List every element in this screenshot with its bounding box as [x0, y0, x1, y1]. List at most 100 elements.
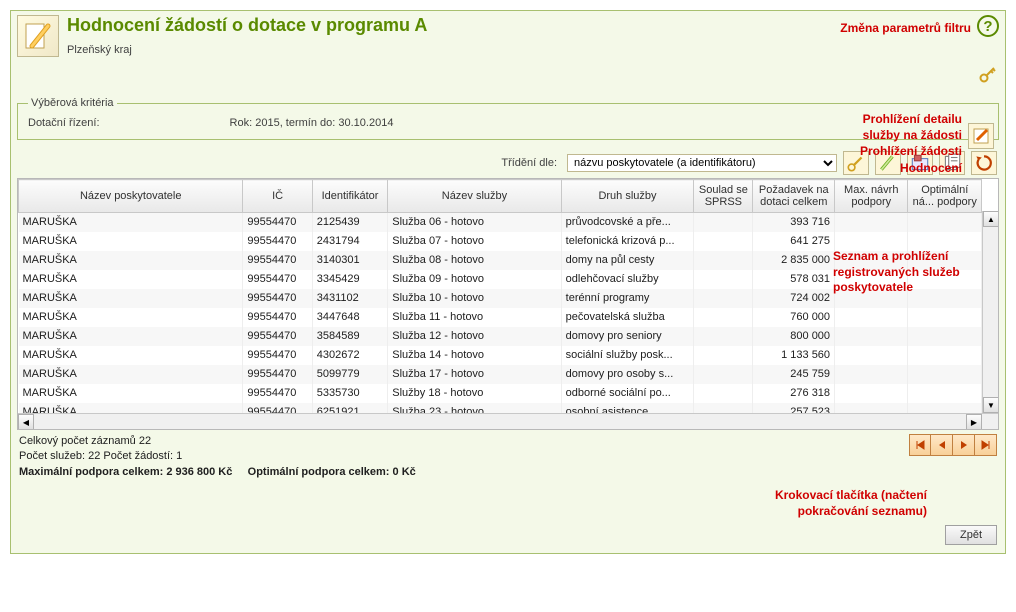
step-prev-button[interactable]: [931, 434, 953, 456]
table-cell: 99554470: [243, 289, 312, 308]
table-cell: [694, 213, 753, 232]
column-header[interactable]: Druh služby: [561, 180, 694, 213]
table-cell: terénní programy: [561, 289, 694, 308]
table-cell: 393 716: [753, 213, 835, 232]
table-cell: domovy pro seniory: [561, 327, 694, 346]
table-cell: 3345429: [312, 270, 387, 289]
criteria-edit-button[interactable]: [968, 123, 994, 149]
table-cell: [694, 251, 753, 270]
criteria-label: Dotační řízení:: [28, 117, 100, 129]
table-cell: MARUŠKA: [19, 365, 243, 384]
table-cell: Služba 14 - hotovo: [388, 346, 561, 365]
annotation-detail-2: služby na žádosti: [860, 127, 962, 143]
opt-support: Optimální podpora celkem: 0 Kč: [248, 466, 416, 478]
column-header[interactable]: Název služby: [388, 180, 561, 213]
table-cell: Služba 11 - hotovo: [388, 308, 561, 327]
step-next-button[interactable]: [953, 434, 975, 456]
table-cell: 2 835 000: [753, 251, 835, 270]
table-cell: domy na půl cesty: [561, 251, 694, 270]
table-row[interactable]: MARUŠKA995544702125439Služba 06 - hotovo…: [19, 213, 982, 232]
footer-line-3: Maximální podpora celkem: 2 936 800 Kč O…: [19, 465, 997, 480]
help-icon[interactable]: ?: [977, 15, 999, 37]
table-cell: Služba 17 - hotovo: [388, 365, 561, 384]
table-cell: MARUŠKA: [19, 308, 243, 327]
table-row[interactable]: MARUŠKA995544703345429Služba 09 - hotovo…: [19, 270, 982, 289]
sort-label: Třídění dle:: [501, 157, 557, 169]
table-row[interactable]: MARUŠKA995544705335730Služby 18 - hotovo…: [19, 384, 982, 403]
table-row[interactable]: MARUŠKA995544703431102Služba 10 - hotovo…: [19, 289, 982, 308]
table-row[interactable]: MARUŠKA995544703447648Služba 11 - hotovo…: [19, 308, 982, 327]
criteria-value: Rok: 2015, termín do: 30.10.2014: [230, 117, 394, 129]
table-cell: MARUŠKA: [19, 289, 243, 308]
table-cell: [908, 327, 982, 346]
table-cell: 5099779: [312, 365, 387, 384]
criteria-annotations: Prohlížení detailu služby na žádosti Pro…: [860, 111, 962, 176]
max-support: Maximální podpora celkem: 2 936 800 Kč: [19, 466, 232, 478]
table-cell: MARUŠKA: [19, 346, 243, 365]
table-cell: [694, 232, 753, 251]
criteria-fieldset: Výběrová kritéria Dotační řízení: Rok: 2…: [17, 97, 999, 140]
table-cell: [908, 308, 982, 327]
table-cell: 3447648: [312, 308, 387, 327]
table-row[interactable]: MARUŠKA995544703584589Služba 12 - hotovo…: [19, 327, 982, 346]
grid-body: MARUŠKA995544702125439Služba 06 - hotovo…: [19, 213, 982, 429]
table-cell: [694, 365, 753, 384]
table-cell: 99554470: [243, 365, 312, 384]
table-cell: MARUŠKA: [19, 384, 243, 403]
table-cell: pečovatelská služba: [561, 308, 694, 327]
table-cell: Služba 12 - hotovo: [388, 327, 561, 346]
table-cell: MARUŠKA: [19, 251, 243, 270]
table-cell: 2431794: [312, 232, 387, 251]
scroll-right-button[interactable]: ▶: [966, 414, 982, 429]
grid-header: Název poskytovateleIČIdentifikátorNázev …: [19, 180, 982, 213]
back-button[interactable]: Zpět: [945, 525, 997, 545]
step-first-button[interactable]: [909, 434, 931, 456]
column-header[interactable]: Identifikátor: [312, 180, 387, 213]
table-cell: 99554470: [243, 251, 312, 270]
scroll-up-button[interactable]: ▲: [983, 211, 998, 227]
column-header[interactable]: Optimální ná... podpory: [908, 180, 982, 213]
table-cell: odlehčovací služby: [561, 270, 694, 289]
table-cell: 99554470: [243, 308, 312, 327]
annotation-step-buttons: Krokovací tlačítka (načtení pokračování …: [19, 488, 927, 519]
table-cell: [835, 365, 908, 384]
scroll-down-button[interactable]: ▼: [983, 397, 998, 413]
sort-select[interactable]: názvu poskytovatele (a identifikátoru): [567, 154, 837, 172]
column-header[interactable]: Soulad se SPRSS: [694, 180, 753, 213]
table-row[interactable]: MARUŠKA995544705099779Služba 17 - hotovo…: [19, 365, 982, 384]
table-wrap: Název poskytovateleIČIdentifikátorNázev …: [17, 178, 999, 430]
column-header[interactable]: IČ: [243, 180, 312, 213]
step-buttons: [909, 434, 997, 456]
table-cell: 4302672: [312, 346, 387, 365]
column-header[interactable]: Požadavek na dotaci celkem: [753, 180, 835, 213]
filter-key-icon[interactable]: [977, 63, 999, 85]
table-cell: 99554470: [243, 384, 312, 403]
table-row[interactable]: MARUŠKA995544702431794Služba 07 - hotovo…: [19, 232, 982, 251]
horizontal-scrollbar[interactable]: ◀ ▶: [18, 413, 998, 429]
column-header[interactable]: Název poskytovatele: [19, 180, 243, 213]
toolbar-refresh-button[interactable]: [971, 151, 997, 175]
table-cell: 2125439: [312, 213, 387, 232]
table-cell: [908, 384, 982, 403]
page-title: Hodnocení žádostí o dotace v programu A: [67, 15, 840, 36]
table-row[interactable]: MARUŠKA995544704302672Služba 14 - hotovo…: [19, 346, 982, 365]
column-header[interactable]: Max. návrh podpory: [835, 180, 908, 213]
table-cell: [835, 270, 908, 289]
table-cell: Služba 06 - hotovo: [388, 213, 561, 232]
table-cell: [835, 384, 908, 403]
table-cell: [694, 270, 753, 289]
vertical-scrollbar[interactable]: ▲ ▼: [982, 211, 998, 429]
annotation-request: Prohlížení žádosti: [860, 143, 962, 159]
table-cell: 760 000: [753, 308, 835, 327]
footer-line-2: Počet služeb: 22 Počet žádostí: 1: [19, 449, 997, 464]
table-cell: 99554470: [243, 346, 312, 365]
table-cell: [694, 308, 753, 327]
app-window: Hodnocení žádostí o dotace v programu A …: [10, 10, 1006, 554]
table-row[interactable]: MARUŠKA995544703140301Služba 08 - hotovo…: [19, 251, 982, 270]
app-icon: [17, 15, 59, 57]
step-last-button[interactable]: [975, 434, 997, 456]
table-cell: [908, 270, 982, 289]
table-cell: MARUŠKA: [19, 213, 243, 232]
scroll-left-button[interactable]: ◀: [18, 414, 34, 429]
footer-line-1: Celkový počet záznamů 22: [19, 434, 997, 449]
